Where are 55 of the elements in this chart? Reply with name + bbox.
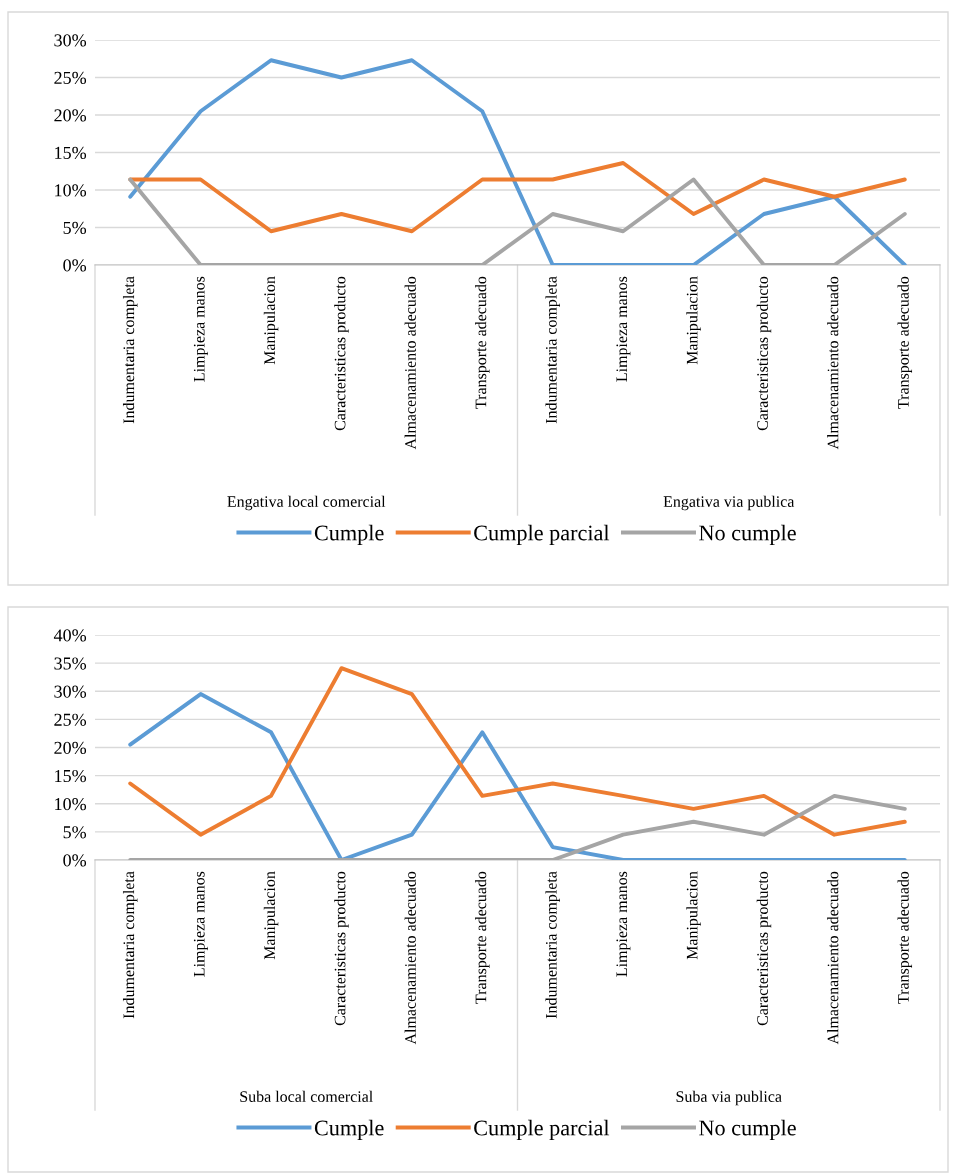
text: Engativa via publica bbox=[663, 495, 795, 511]
x-tick-label: Indumentaria completa bbox=[545, 871, 560, 1019]
x-tick-label: Almacenamiento adecuado bbox=[404, 871, 416, 1045]
x-tick-label: Indumentaria completa bbox=[545, 276, 560, 424]
legend-label: Cumple parcial bbox=[474, 1119, 610, 1140]
line-series bbox=[128, 692, 907, 860]
x-tick-label: Limpieza manos bbox=[616, 871, 631, 977]
y-tick-label: 5% bbox=[63, 221, 87, 234]
x-tick-label: Indumentaria completa bbox=[122, 871, 138, 1019]
x-tick-label: Transporte adecuado bbox=[475, 276, 490, 409]
legend-label: Cumple bbox=[314, 1119, 384, 1140]
x-tick-label: Transporte adecuado bbox=[475, 871, 490, 1004]
x-tick-label: Manipulacion bbox=[263, 871, 279, 960]
x-tick-label: Caracteristicas producto bbox=[334, 276, 349, 431]
y-tick-label: 30% bbox=[54, 685, 87, 698]
y-tick-label: 20% bbox=[54, 741, 87, 754]
x-tick-label: Caracteristicas producto bbox=[756, 276, 772, 431]
x-tick-label: Almacenamiento adecuado bbox=[827, 871, 839, 1045]
x-tick-label: Limpieza manos bbox=[193, 276, 208, 382]
line-series bbox=[128, 58, 907, 265]
y-tick-label: 25% bbox=[54, 71, 87, 84]
y-tick-label: 0% bbox=[63, 854, 87, 867]
x-tick-label: Caracteristicas producto bbox=[334, 871, 349, 1026]
legend-label: No cumple bbox=[699, 1119, 796, 1140]
text: Suba via publica bbox=[676, 1090, 782, 1106]
y-tick-label: 20% bbox=[54, 109, 87, 122]
y-tick-label: 25% bbox=[54, 713, 87, 726]
y-tick-label: 0% bbox=[63, 259, 87, 272]
x-tick-label: Limpieza manos bbox=[616, 276, 631, 382]
y-tick-label: 10% bbox=[55, 184, 87, 197]
x-tick-label: Manipulacion bbox=[686, 871, 701, 960]
line-series bbox=[128, 666, 907, 837]
x-tick-label: Almacenamiento adecuado bbox=[827, 276, 839, 450]
line-series bbox=[128, 177, 907, 265]
text: Suba local comercial bbox=[240, 1090, 373, 1102]
legend-label: Cumple parcial bbox=[474, 524, 610, 545]
x-tick-label: Manipulacion bbox=[263, 276, 279, 365]
y-tick-label: 10% bbox=[55, 798, 87, 811]
text: Engativa local comercial bbox=[227, 495, 386, 511]
y-tick-label: 5% bbox=[63, 826, 87, 839]
y-tick-label: 15% bbox=[55, 769, 87, 783]
x-tick-label: Caracteristicas producto bbox=[756, 871, 772, 1026]
legend-label: No cumple bbox=[699, 524, 796, 545]
y-tick-label: 30% bbox=[54, 34, 87, 47]
legend-label: Cumple bbox=[314, 524, 384, 545]
x-tick-label: Transporte adecuado bbox=[897, 276, 913, 409]
y-tick-label: 40% bbox=[53, 629, 87, 642]
x-tick-label: Almacenamiento adecuado bbox=[404, 276, 416, 450]
x-tick-label: Manipulacion bbox=[686, 276, 701, 365]
y-tick-label: 35% bbox=[54, 657, 87, 670]
x-tick-label: Indumentaria completa bbox=[122, 276, 138, 424]
x-tick-label: Limpieza manos bbox=[193, 871, 208, 977]
line-series bbox=[128, 793, 907, 860]
x-tick-label: Transporte adecuado bbox=[897, 871, 913, 1004]
y-tick-label: 15% bbox=[55, 146, 87, 159]
